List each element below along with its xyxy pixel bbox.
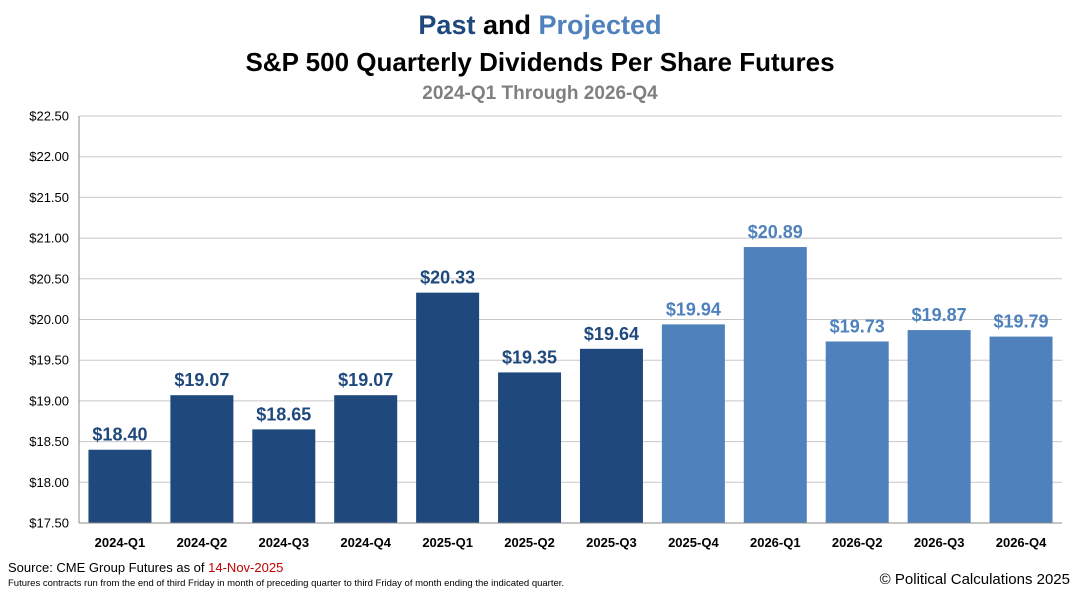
x-tick-label-2026-Q1: 2026-Q1 — [750, 535, 801, 550]
x-tick-label-2024-Q4: 2024-Q4 — [340, 535, 391, 550]
y-tick-label: $20.50 — [29, 271, 69, 286]
data-label-2024-Q2: $19.07 — [174, 370, 229, 390]
bar-2025-Q4 — [661, 324, 725, 523]
y-tick-label: $22.50 — [29, 109, 69, 124]
y-tick-label: $18.00 — [29, 475, 69, 490]
chart-subtitle: 2024-Q1 Through 2026-Q4 — [422, 83, 658, 104]
chart-title-line1: Past and Projected — [0, 10, 1080, 41]
bar-2026-Q3 — [907, 330, 971, 523]
x-tick-label-2026-Q3: 2026-Q3 — [914, 535, 965, 550]
x-tick-label-2025-Q4: 2025-Q4 — [668, 535, 719, 550]
bar-2024-Q1 — [88, 449, 152, 523]
source-prefix: Source: CME Group Futures as of — [8, 560, 209, 575]
y-tick-label: $17.50 — [29, 516, 69, 531]
bar-2026-Q1 — [743, 247, 807, 523]
x-tick-label-2024-Q2: 2024-Q2 — [177, 535, 228, 550]
bar-2026-Q2 — [825, 341, 889, 523]
x-tick-label-2026-Q2: 2026-Q2 — [832, 535, 883, 550]
title-word-and: and — [482, 10, 531, 40]
bar-2026-Q4 — [989, 336, 1053, 523]
bar-2024-Q4 — [334, 395, 398, 523]
data-label-2024-Q1: $18.40 — [92, 425, 147, 445]
title-word-projected: Projected — [538, 10, 662, 40]
bar-2025-Q3 — [579, 348, 643, 523]
x-tick-label-2024-Q3: 2024-Q3 — [258, 535, 309, 550]
data-label-2026-Q2: $19.73 — [830, 316, 885, 336]
axes: $17.50 $18.00 $18.50 $19.00 $19.50 $20.00 $20.… — [29, 109, 1062, 550]
title-word-past: Past — [418, 10, 476, 40]
y-tick-label: $19.50 — [29, 353, 69, 368]
y-tick-label: $19.00 — [29, 393, 69, 408]
y-tick-label: $22.00 — [29, 149, 69, 164]
data-label-2025-Q3: $19.64 — [584, 324, 639, 344]
bar-2025-Q1 — [416, 292, 480, 523]
chart-title: S&P 500 Quarterly Dividends Per Share Fu… — [245, 47, 835, 77]
bar-2025-Q2 — [498, 372, 562, 523]
copyright: © Political Calculations 2025 — [879, 571, 1070, 588]
data-label-2026-Q3: $19.87 — [912, 305, 967, 325]
x-tick-label-2024-Q1: 2024-Q1 — [95, 535, 146, 550]
x-tick-label-2026-Q4: 2026-Q4 — [996, 535, 1047, 550]
y-tick-label: $20.00 — [29, 312, 69, 327]
data-label-2026-Q1: $20.89 — [748, 222, 803, 242]
source-date: 14-Nov-2025 — [208, 560, 284, 575]
data-label-2025-Q2: $19.35 — [502, 347, 557, 367]
bar-2024-Q2 — [170, 395, 234, 523]
data-label-2024-Q4: $19.07 — [338, 370, 393, 390]
source-note: Source: CME Group Futures as of 14-Nov-2… — [8, 560, 283, 575]
bars: $18.40 $19.07 $18.65 $19.07 $20.33 $19.35 $19.… — [88, 222, 1053, 523]
y-tick-label: $18.50 — [29, 434, 69, 449]
footnote: Futures contracts run from the end of th… — [8, 578, 565, 589]
y-tick-label: $21.50 — [29, 190, 69, 205]
x-tick-label-2025-Q1: 2025-Q1 — [422, 535, 473, 550]
data-label-2024-Q3: $18.65 — [256, 404, 311, 424]
bar-2024-Q3 — [252, 429, 316, 523]
x-tick-label-2025-Q2: 2025-Q2 — [504, 535, 555, 550]
x-tick-label-2025-Q3: 2025-Q3 — [586, 535, 637, 550]
data-label-2026-Q4: $19.79 — [994, 312, 1049, 332]
data-label-2025-Q1: $20.33 — [420, 268, 475, 288]
data-label-2025-Q4: $19.94 — [666, 299, 721, 319]
y-tick-label: $21.00 — [29, 231, 69, 246]
